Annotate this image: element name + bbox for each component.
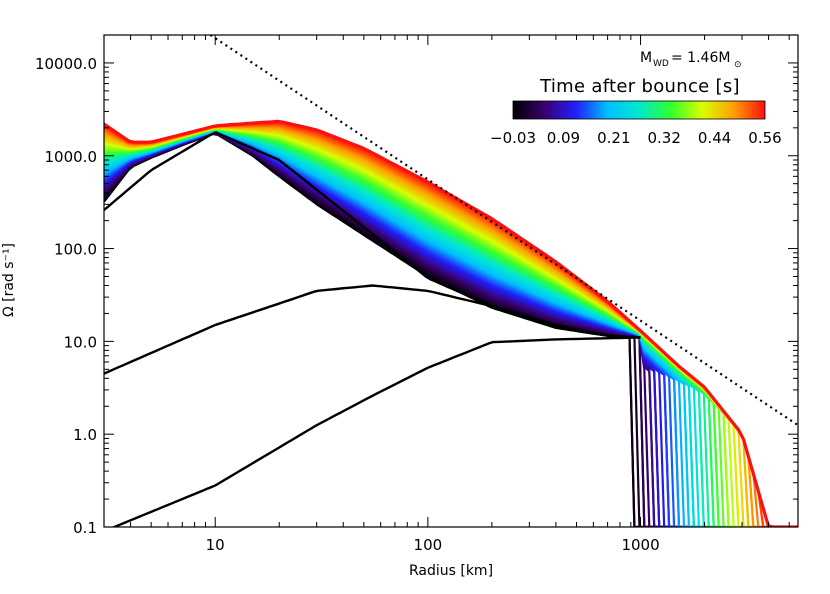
y-tick-label: 10000.0 — [35, 55, 97, 73]
time-series-line — [104, 131, 798, 527]
colorbar-tick-label: 0.09 — [547, 129, 580, 147]
black-series-line — [104, 284, 641, 375]
x-tick-label: 1000 — [621, 536, 659, 554]
x-tick-label: 10 — [206, 536, 225, 554]
colorbar-tick-label: −0.03 — [490, 129, 536, 147]
colorbar-tick-label: 0.56 — [748, 129, 781, 147]
time-series-line — [104, 119, 798, 527]
y-tick-label: 10.0 — [64, 333, 97, 351]
colorbar-tick-label: 0.21 — [597, 129, 630, 147]
black-series-line — [104, 130, 641, 339]
time-series-line — [104, 132, 798, 527]
time-series-line — [104, 124, 798, 527]
black-series-line — [111, 336, 641, 527]
x-axis-title: Radius [km] — [409, 563, 493, 579]
colorbar-tick-label: 0.44 — [698, 129, 731, 147]
colorbar-title: Time after bounce [s] — [539, 76, 740, 97]
plot-frame — [103, 34, 799, 528]
y-tick-label: 1000.0 — [45, 148, 98, 166]
y-tick-label: 0.1 — [73, 519, 97, 537]
colorbar-tick-labels: −0.03 0.09 0.21 0.32 0.44 0.56 — [490, 129, 782, 147]
x-axis-tick-labels: 10 100 1000 — [206, 536, 660, 554]
time-series-line — [104, 131, 798, 527]
mass-annotation-value: = 1.46M — [671, 50, 730, 66]
y-axis-title: Ω [rad s⁻¹] — [1, 243, 17, 317]
colorbar-tick-label: 0.32 — [647, 129, 680, 147]
time-series-line — [104, 130, 798, 527]
mass-annotation-subscript: WD — [653, 59, 669, 69]
x-tick-label: 100 — [414, 536, 443, 554]
time-series-line — [104, 131, 798, 527]
y-axis-tick-labels: 0.1 1.0 10.0 100.0 1000.0 10000.0 — [35, 55, 97, 537]
series-layer — [104, 119, 798, 527]
colorbar-bar — [512, 100, 766, 120]
time-series-line — [104, 131, 798, 527]
mass-annotation: M WD = 1.46M ⊙ — [640, 50, 742, 70]
y-tick-label: 100.0 — [54, 241, 97, 259]
time-series-line — [104, 132, 798, 527]
mass-annotation-value-subscript: ⊙ — [734, 60, 742, 70]
y-tick-label: 1.0 — [73, 426, 97, 444]
time-series-line — [104, 122, 798, 527]
mass-annotation-prefix: M — [640, 50, 652, 66]
plot-area — [103, 34, 799, 528]
time-series-line — [104, 130, 798, 527]
x-axis-ticks — [103, 35, 790, 527]
time-series-line — [104, 132, 798, 527]
colorbar: Time after bounce [s] −0.03 0.09 0.21 0.32 0… — [490, 76, 782, 147]
time-series-line — [104, 132, 798, 527]
time-series-line — [104, 123, 798, 527]
time-series-line — [104, 121, 798, 527]
time-series-line — [104, 132, 798, 527]
time-series-line — [104, 131, 798, 527]
y-axis-ticks — [104, 34, 798, 528]
time-series-line — [104, 131, 798, 527]
